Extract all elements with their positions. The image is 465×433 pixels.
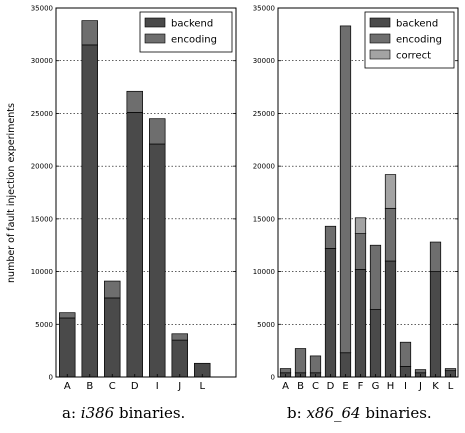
y-tick-label: 15000	[253, 215, 275, 223]
bar-encoding-A	[279, 368, 292, 374]
legend-swatch-encoding	[144, 33, 166, 44]
caption-b-prefix: b:	[287, 404, 307, 422]
bar-backend-A	[59, 317, 76, 378]
y-tick-label: 30000	[31, 57, 53, 65]
y-tick-label: 25000	[31, 110, 53, 118]
legend-label-encoding: encoding	[396, 35, 442, 46]
y-tick-label: 15000	[31, 215, 53, 223]
x-tick-label: B	[86, 381, 93, 392]
x-tick-label: C	[109, 381, 116, 392]
x-tick-label: L	[199, 381, 205, 392]
bar-encoding-C	[104, 280, 121, 299]
caption-b-arch: x86_64	[306, 404, 361, 422]
x-tick-label: D	[131, 381, 139, 392]
x-tick-label: L	[448, 381, 454, 392]
bar-correct-H	[384, 174, 397, 209]
bar-backend-K	[429, 271, 442, 378]
legend-swatch-correct	[369, 49, 391, 60]
plot-frame	[277, 7, 459, 378]
legend-label-backend: backend	[396, 19, 438, 30]
caption-a-prefix: a:	[62, 404, 81, 422]
bar-backend-G	[369, 309, 382, 378]
bar-backend-H	[384, 260, 397, 378]
y-tick-label: 0	[49, 374, 53, 382]
x-tick-label: D	[327, 381, 335, 392]
y-tick-label: 35000	[253, 5, 275, 13]
caption-a-suffix: binaries.	[114, 404, 186, 422]
x-tick-label: J	[418, 381, 422, 392]
caption-a-arch: i386	[80, 404, 115, 422]
bar-encoding-B	[81, 20, 98, 46]
chart-panel-x86-64: 0 5000 10000 15000 20000 25000 30000 35000 A B C D E…	[253, 5, 459, 392]
x-tick-label: I	[156, 381, 159, 392]
bar-encoding-D	[126, 90, 143, 113]
chart-panel-i386: 0 5000 10000 15000 20000 25000 30000 35000 A B C D I…	[31, 5, 237, 392]
x-tick-label: I	[404, 381, 407, 392]
y-tick-label: 5000	[35, 321, 53, 329]
legend-label-correct: correct	[396, 51, 431, 62]
bar-encoding-L	[444, 368, 457, 372]
legend-label-backend: backend	[171, 19, 213, 30]
x-tick-label: C	[312, 381, 319, 392]
y-tick-label: 5000	[257, 321, 275, 329]
bar-correct-F	[354, 217, 367, 234]
bar-backend-D	[126, 112, 143, 378]
x-tick-label: H	[387, 381, 395, 392]
y-tick-label: 25000	[253, 110, 275, 118]
y-tick-label: 35000	[31, 5, 53, 13]
x-tick-label: G	[372, 381, 380, 392]
bar-encoding-K	[429, 241, 442, 272]
y-axis-label: number of fault injection experiments	[6, 103, 17, 283]
bar-encoding-I	[149, 118, 166, 145]
legend-swatch-backend	[144, 17, 166, 28]
bar-backend-J	[171, 339, 188, 378]
legend-swatch-encoding	[369, 33, 391, 44]
bar-backend-E	[339, 352, 352, 378]
caption-b: b: x86_64 binaries.	[287, 404, 432, 422]
caption-a: a: i386 binaries.	[62, 404, 185, 422]
x-tick-label: B	[297, 381, 304, 392]
x-tick-label: F	[358, 381, 364, 392]
bar-encoding-J	[171, 333, 188, 341]
bar-encoding-C	[309, 355, 322, 374]
x-tick-label: K	[432, 381, 439, 392]
bar-backend-C	[104, 297, 121, 378]
x-tick-label: A	[282, 381, 289, 392]
bar-backend-B	[81, 44, 98, 378]
bar-encoding-I	[399, 341, 412, 367]
y-tick-label: 20000	[253, 163, 275, 171]
bar-backend-I	[149, 143, 166, 378]
y-tick-label: 0	[271, 374, 275, 382]
bar-encoding-H	[384, 207, 397, 262]
bar-encoding-E	[339, 25, 352, 354]
caption-b-suffix: binaries.	[360, 404, 432, 422]
bar-backend-D	[324, 248, 337, 378]
x-tick-label: A	[64, 381, 71, 392]
bar-encoding-A	[59, 312, 76, 319]
bar-backend-F	[354, 269, 367, 378]
y-tick-label: 30000	[253, 57, 275, 65]
y-tick-label: 20000	[31, 163, 53, 171]
y-tick-label: 10000	[31, 268, 53, 276]
plot-frame	[55, 7, 237, 378]
x-tick-label: E	[342, 381, 348, 392]
legend-swatch-backend	[369, 17, 391, 28]
bar-encoding-D	[324, 225, 337, 249]
bar-encoding-G	[369, 244, 382, 310]
bar-encoding-J	[414, 369, 427, 374]
bar-encoding-B	[294, 348, 307, 374]
bar-encoding-F	[354, 233, 367, 270]
x-tick-label: J	[177, 381, 181, 392]
y-tick-label: 10000	[253, 268, 275, 276]
legend-label-encoding: encoding	[171, 35, 217, 46]
